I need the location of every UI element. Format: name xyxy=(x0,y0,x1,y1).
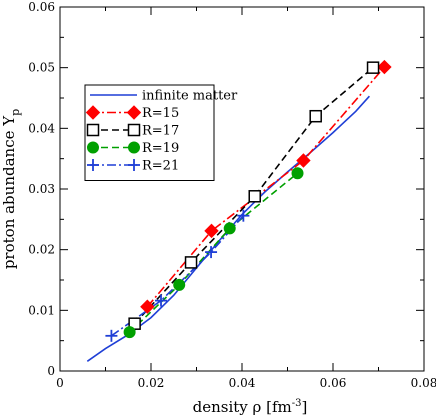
x-tick-label: 0.02 xyxy=(138,376,165,390)
marker-diamond-r-15 xyxy=(296,153,311,168)
marker-plus-r-21 xyxy=(155,294,168,307)
marker-circle-r-19 xyxy=(291,167,304,180)
marker-circle-r-19 xyxy=(87,141,99,154)
legend-label-infinite-matter: infinite matter xyxy=(142,89,238,104)
marker-diamond-r-15 xyxy=(377,59,392,75)
marker-plus-r-21 xyxy=(237,209,250,222)
x-tick-label: 0 xyxy=(56,376,64,390)
marker-plus-r-21 xyxy=(128,159,140,171)
legend-label-r-15: R=15 xyxy=(142,106,179,121)
y-tick-label: 0.01 xyxy=(28,303,55,317)
x-axis-unit-exponent: -3 xyxy=(292,398,302,409)
x-tick-label: 0.04 xyxy=(229,376,256,390)
marker-square-r-17 xyxy=(366,61,380,74)
marker-square-r-17 xyxy=(248,190,261,203)
marker-diamond-r-15 xyxy=(126,105,142,120)
x-axis-label: density ρ [fm-3] xyxy=(193,398,308,416)
marker-square-r-17 xyxy=(184,256,198,269)
marker-diamond-r-15 xyxy=(204,223,219,239)
axis-ticks: 0 0.02 0.04 0.06 0.08 0 0.01 0.02 0.03 0.04 0.05 0.… xyxy=(28,0,436,390)
y-axis-label-subscript: p xyxy=(9,109,22,116)
x-tick-label: 0.06 xyxy=(320,376,347,390)
markers-layer xyxy=(105,59,392,342)
x-axis-label-main: density ρ xyxy=(193,398,262,416)
y-tick-label: 0 xyxy=(47,364,55,378)
legend-label-r-21: R=21 xyxy=(142,159,179,174)
x-axis-unit-close: ] xyxy=(302,398,308,416)
y-tick-label: 0.03 xyxy=(28,182,55,196)
y-tick-label: 0.02 xyxy=(28,243,55,257)
marker-diamond-r-15 xyxy=(140,299,155,314)
marker-plus-r-21 xyxy=(87,159,99,171)
legend: infinite matter R=15 R=17 R=19 R=21 xyxy=(84,84,238,181)
y-tick-label: 0.05 xyxy=(28,61,55,75)
y-tick-label: 0.06 xyxy=(28,0,55,14)
marker-square-r-17 xyxy=(86,123,100,137)
x-tick-label: 0.08 xyxy=(411,376,436,390)
y-axis-label-main: proton abundance Y xyxy=(0,115,18,269)
y-tick-label: 0.04 xyxy=(28,121,55,135)
y-axis-label: proton abundance Yp xyxy=(0,109,22,269)
legend-label-r-19: R=19 xyxy=(142,141,179,156)
series-line-r-17 xyxy=(134,67,374,325)
marker-plus-r-21 xyxy=(205,246,218,259)
legend-label-r-17: R=17 xyxy=(142,124,179,139)
marker-circle-r-19 xyxy=(223,222,236,235)
marker-plus-r-21 xyxy=(105,329,118,342)
marker-square-r-17 xyxy=(309,109,322,123)
marker-circle-r-19 xyxy=(128,141,140,154)
marker-square-r-17 xyxy=(127,123,141,137)
marker-circle-r-19 xyxy=(173,278,186,291)
legend-box xyxy=(84,84,215,181)
marker-diamond-r-15 xyxy=(85,105,101,120)
x-axis-unit: [fm xyxy=(266,398,292,416)
marker-circle-r-19 xyxy=(123,326,136,339)
series-line-r-19 xyxy=(129,172,299,333)
